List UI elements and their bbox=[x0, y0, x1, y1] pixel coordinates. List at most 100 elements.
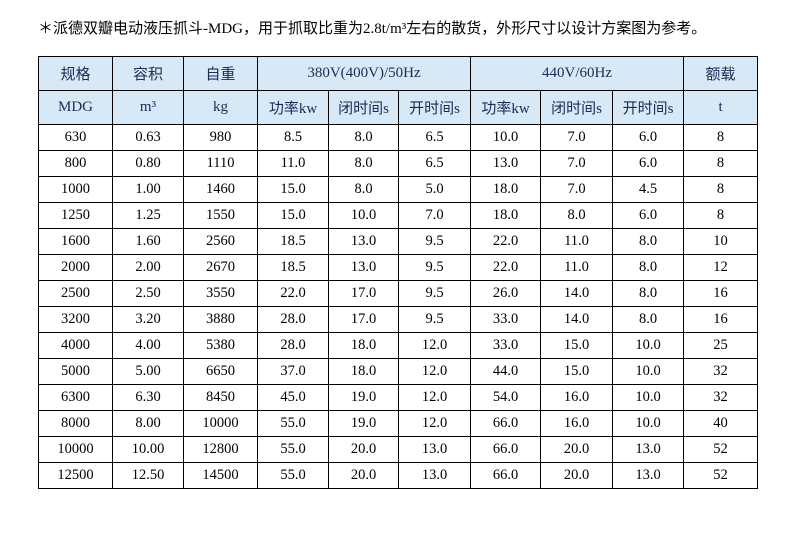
cell: 4.5 bbox=[611, 176, 685, 203]
cell: 66.0 bbox=[470, 436, 541, 463]
cell: 18.5 bbox=[257, 228, 329, 255]
cell: 12.0 bbox=[398, 410, 471, 437]
cell: 8 bbox=[683, 124, 759, 151]
cell: 10.0 bbox=[611, 384, 685, 411]
cell: 12500 bbox=[38, 462, 113, 489]
cell: 12800 bbox=[183, 436, 258, 463]
cell: 20.0 bbox=[540, 462, 613, 489]
cell: 20.0 bbox=[328, 436, 399, 463]
table-row: 1000 1.00 1460 15.0 8.0 5.0 18.0 7.0 4.5 8 bbox=[38, 176, 759, 203]
cell: 13.0 bbox=[328, 254, 399, 281]
cell: 10000 bbox=[38, 436, 113, 463]
cell: 6300 bbox=[38, 384, 113, 411]
header-row-sub: MDG m³ kg 功率kw 闭时间s 开时间s 功率kw 闭时间s 开时间s … bbox=[38, 90, 759, 125]
cell: 55.0 bbox=[257, 462, 329, 489]
cell: 10.0 bbox=[611, 358, 685, 385]
cell: 16.0 bbox=[540, 384, 613, 411]
subheader-load-unit: t bbox=[683, 90, 759, 125]
subheader-capacity-unit: m³ bbox=[112, 90, 184, 125]
table-row: 3200 3.20 3880 28.0 17.0 9.5 33.0 14.0 8.0 16 bbox=[38, 306, 759, 333]
subheader-power-380: 功率kw bbox=[257, 90, 329, 125]
cell: 13.0 bbox=[328, 228, 399, 255]
cell: 22.0 bbox=[470, 228, 541, 255]
subheader-open-time-380: 开时间s bbox=[398, 90, 471, 125]
cell: 8 bbox=[683, 176, 759, 203]
cell: 6.30 bbox=[112, 384, 184, 411]
cell: 0.80 bbox=[112, 150, 184, 177]
cell: 13.0 bbox=[611, 462, 685, 489]
cell: 66.0 bbox=[470, 410, 541, 437]
cell: 9.5 bbox=[398, 228, 471, 255]
cell: 1460 bbox=[183, 176, 258, 203]
cell: 7.0 bbox=[540, 176, 613, 203]
table-row: 8000 8.00 10000 55.0 19.0 12.0 66.0 16.0 10.0 40 bbox=[38, 410, 759, 437]
table-row: 12500 12.50 14500 55.0 20.0 13.0 66.0 20.0 13.0 5… bbox=[38, 462, 759, 489]
cell: 5.00 bbox=[112, 358, 184, 385]
header-rated-load: 额载 bbox=[683, 56, 759, 91]
table-row: 4000 4.00 5380 28.0 18.0 12.0 33.0 15.0 10.0 25 bbox=[38, 332, 759, 359]
cell: 26.0 bbox=[470, 280, 541, 307]
cell: 6.0 bbox=[611, 150, 685, 177]
cell: 7.0 bbox=[540, 124, 613, 151]
cell: 9.5 bbox=[398, 280, 471, 307]
cell: 12 bbox=[683, 254, 759, 281]
cell: 2.00 bbox=[112, 254, 184, 281]
cell: 1.25 bbox=[112, 202, 184, 229]
header-weight: 自重 bbox=[183, 56, 258, 91]
subheader-mdg: MDG bbox=[38, 90, 113, 125]
cell: 12.0 bbox=[398, 332, 471, 359]
subheader-weight-unit: kg bbox=[183, 90, 258, 125]
table-row: 2000 2.00 2670 18.5 13.0 9.5 22.0 11.0 8.0 12 bbox=[38, 254, 759, 281]
cell: 10 bbox=[683, 228, 759, 255]
cell: 8.0 bbox=[328, 124, 399, 151]
cell: 8.0 bbox=[328, 176, 399, 203]
cell: 6.0 bbox=[611, 124, 685, 151]
cell: 17.0 bbox=[328, 306, 399, 333]
cell: 45.0 bbox=[257, 384, 329, 411]
cell: 6.5 bbox=[398, 124, 471, 151]
cell: 8450 bbox=[183, 384, 258, 411]
header-capacity: 容积 bbox=[112, 56, 184, 91]
cell: 22.0 bbox=[257, 280, 329, 307]
cell: 1000 bbox=[38, 176, 113, 203]
cell: 0.63 bbox=[112, 124, 184, 151]
cell: 13.0 bbox=[611, 436, 685, 463]
cell: 5.0 bbox=[398, 176, 471, 203]
cell: 66.0 bbox=[470, 462, 541, 489]
cell: 2000 bbox=[38, 254, 113, 281]
cell: 630 bbox=[38, 124, 113, 151]
cell: 18.0 bbox=[470, 202, 541, 229]
cell: 28.0 bbox=[257, 306, 329, 333]
cell: 8.0 bbox=[611, 254, 685, 281]
cell: 18.0 bbox=[328, 358, 399, 385]
cell: 3880 bbox=[183, 306, 258, 333]
cell: 2.50 bbox=[112, 280, 184, 307]
cell: 5000 bbox=[38, 358, 113, 385]
cell: 10.00 bbox=[112, 436, 184, 463]
table-row: 2500 2.50 3550 22.0 17.0 9.5 26.0 14.0 8.0 16 bbox=[38, 280, 759, 307]
cell: 3200 bbox=[38, 306, 113, 333]
cell: 25 bbox=[683, 332, 759, 359]
cell: 9.5 bbox=[398, 254, 471, 281]
cell: 1.60 bbox=[112, 228, 184, 255]
cell: 13.0 bbox=[398, 436, 471, 463]
table-body: 630 0.63 980 8.5 8.0 6.5 10.0 7.0 6.0 8 800 0.80 111… bbox=[38, 124, 759, 489]
cell: 20.0 bbox=[540, 436, 613, 463]
cell: 13.0 bbox=[470, 150, 541, 177]
cell: 33.0 bbox=[470, 332, 541, 359]
cell: 10000 bbox=[183, 410, 258, 437]
cell: 17.0 bbox=[328, 280, 399, 307]
cell: 52 bbox=[683, 436, 759, 463]
table-row: 10000 10.00 12800 55.0 20.0 13.0 66.0 20.0 13.0 5… bbox=[38, 436, 759, 463]
cell: 11.0 bbox=[540, 228, 613, 255]
cell: 8 bbox=[683, 150, 759, 177]
cell: 40 bbox=[683, 410, 759, 437]
subheader-close-time-380: 闭时间s bbox=[328, 90, 399, 125]
cell: 13.0 bbox=[398, 462, 471, 489]
subheader-close-time-440: 闭时间s bbox=[540, 90, 613, 125]
cell: 7.0 bbox=[398, 202, 471, 229]
cell: 33.0 bbox=[470, 306, 541, 333]
cell: 1550 bbox=[183, 202, 258, 229]
cell: 15.0 bbox=[257, 176, 329, 203]
cell: 10.0 bbox=[470, 124, 541, 151]
